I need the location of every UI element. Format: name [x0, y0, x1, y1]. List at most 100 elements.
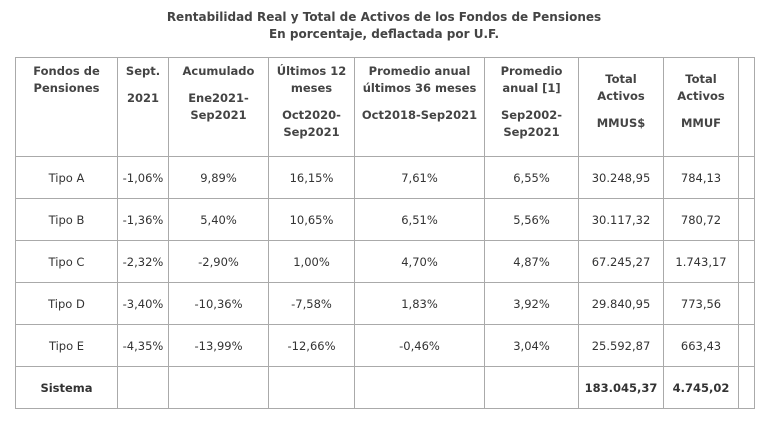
header-text: MMUF — [680, 116, 722, 130]
cell: 30.248,95 — [578, 156, 664, 199]
cell: -1,36% — [117, 198, 169, 241]
cell: -2,90% — [168, 240, 269, 283]
cell — [354, 366, 485, 409]
header-text: anual [1] — [502, 81, 561, 95]
header-group: Sep2002- Sep2021 — [485, 107, 578, 141]
cell: 3,92% — [484, 282, 579, 325]
cell — [738, 198, 755, 241]
cell: -7,58% — [268, 282, 355, 325]
header-group: Oct2020- Sep2021 — [269, 107, 354, 141]
cell: 773,56 — [663, 282, 739, 325]
header-text: Promedio anual — [368, 64, 471, 78]
cell: 183.045,37 — [578, 366, 664, 409]
row: Tipo B -1,36% 5,40% 10,65% 6,51% 5,56% 30.117,… — [15, 198, 755, 241]
cell — [738, 282, 755, 325]
cell: 16,15% — [268, 156, 355, 199]
header-group: Promedio anual últimos 36 meses — [355, 63, 484, 97]
table-body: Tipo A -1,06% 9,89% 16,15% 7,61% 6,55% 30.248,… — [15, 156, 755, 409]
cell — [738, 240, 755, 283]
row: Tipo C -2,32% -2,90% 1,00% 4,70% 4,87% 67.245,… — [15, 240, 755, 283]
cell: -4,35% — [117, 324, 169, 367]
header-text: 2021 — [126, 91, 159, 105]
cell: -0,46% — [354, 324, 485, 367]
header-text: Sep2021 — [190, 108, 247, 122]
header-cell: Últimos 12 meses Oct2020- Sep2021 — [268, 57, 355, 157]
cell: -1,06% — [117, 156, 169, 199]
row: Tipo E -4,35% -13,99% -12,66% -0,46% 3,04% 25.… — [15, 324, 755, 367]
row-label: Tipo D — [15, 282, 118, 325]
cell — [117, 366, 169, 409]
cell: 3,04% — [484, 324, 579, 367]
header-group: Promedio anual [1] — [485, 63, 578, 97]
cell: -13,99% — [168, 324, 269, 367]
header-text: meses — [290, 81, 333, 95]
header-cell: Promedio anual últimos 36 meses Oct2018-Se… — [354, 57, 485, 157]
header-text: Acumulado — [182, 64, 255, 78]
cell: 1,00% — [268, 240, 355, 283]
header-cell: Total Activos MMUF — [663, 57, 739, 157]
header-text: Pensiones — [33, 81, 100, 95]
header-group: Sept. — [118, 63, 168, 80]
header-text: Oct2020- — [282, 108, 341, 122]
header-group: Acumulado — [169, 63, 268, 80]
header-text: Sep2021 — [503, 125, 560, 139]
cell: 4.745,02 — [663, 366, 739, 409]
header-group: Total Activos — [579, 71, 663, 105]
header-cell: Sept. 2021 — [117, 57, 169, 157]
cell: -2,32% — [117, 240, 169, 283]
cell: 780,72 — [663, 198, 739, 241]
subtitle: En porcentaje, deflactada por U.F. — [268, 27, 500, 41]
header-group: MMUF — [664, 115, 738, 132]
cell — [168, 366, 269, 409]
cell — [738, 156, 755, 199]
cell: 784,13 — [663, 156, 739, 199]
cell: 30.117,32 — [578, 198, 664, 241]
cell: 7,61% — [354, 156, 485, 199]
header-text: últimos 36 meses — [362, 81, 477, 95]
header-text: Últimos 12 — [276, 64, 347, 78]
header-group: Total Activos — [664, 71, 738, 105]
cell: 4,87% — [484, 240, 579, 283]
header-row: Fondos de Pensiones Sept. 2021 Acumulado Ene2… — [15, 57, 755, 157]
header-group: MMUS$ — [579, 115, 663, 132]
cell — [738, 366, 755, 409]
header-group: 2021 — [118, 90, 168, 107]
table: Fondos de Pensiones Sept. 2021 Acumulado Ene2… — [15, 57, 755, 409]
cell: -10,36% — [168, 282, 269, 325]
header-cell: Fondos de Pensiones — [15, 57, 118, 157]
header-text: Activos — [677, 89, 725, 103]
title: Rentabilidad Real y Total de Activos de … — [166, 10, 602, 24]
cell: 6,51% — [354, 198, 485, 241]
header-text: Sep2021 — [283, 125, 340, 139]
row: Tipo A -1,06% 9,89% 16,15% 7,61% 6,55% 30.248,… — [15, 156, 755, 199]
total-row: Sistema 183.045,37 4.745,02 — [15, 366, 755, 409]
cell: 5,40% — [168, 198, 269, 241]
cell: 10,65% — [268, 198, 355, 241]
row: Tipo D -3,40% -10,36% -7,58% 1,83% 3,92% 29.84… — [15, 282, 755, 325]
cell: -3,40% — [117, 282, 169, 325]
header-cell: Promedio anual [1] Sep2002- Sep2021 — [484, 57, 579, 157]
header-text: Fondos de — [33, 64, 100, 78]
cell: 5,56% — [484, 198, 579, 241]
cell: -12,66% — [268, 324, 355, 367]
cell: 25.592,87 — [578, 324, 664, 367]
cell: 9,89% — [168, 156, 269, 199]
row-label: Tipo C — [15, 240, 118, 283]
cell — [484, 366, 579, 409]
header-cell: Acumulado Ene2021- Sep2021 — [168, 57, 269, 157]
cell: 6,55% — [484, 156, 579, 199]
header-cell: Total Activos MMUS$ — [578, 57, 664, 157]
header-text: Promedio — [500, 64, 563, 78]
row-label: Tipo A — [15, 156, 118, 199]
header-group: Últimos 12 meses — [269, 63, 354, 97]
cell — [738, 324, 755, 367]
cell — [268, 366, 355, 409]
cell: 1,83% — [354, 282, 485, 325]
header-group: Fondos de Pensiones — [16, 63, 117, 97]
cell: 29.840,95 — [578, 282, 664, 325]
header-text: MMUS$ — [596, 116, 646, 130]
header-text: Sep2002- — [500, 108, 563, 122]
cell: 1.743,17 — [663, 240, 739, 283]
cell: 67.245,27 — [578, 240, 664, 283]
